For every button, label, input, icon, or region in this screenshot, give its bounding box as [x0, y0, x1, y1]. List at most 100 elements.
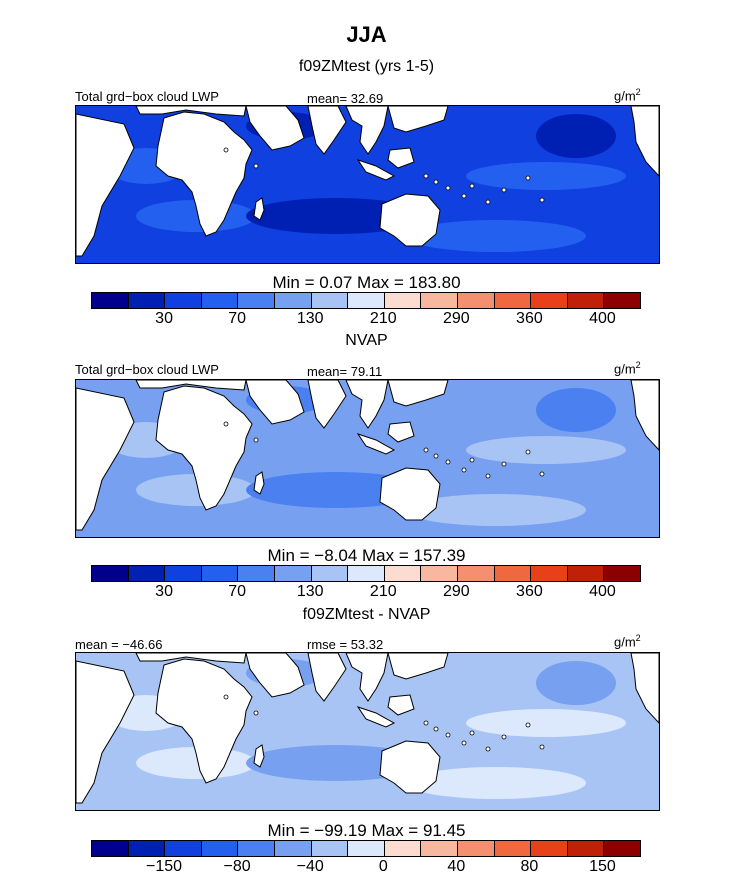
island-outline [525, 449, 531, 455]
continent-outline [387, 147, 415, 169]
island-outline [253, 710, 259, 716]
colorbar-swatch [604, 841, 640, 856]
field-contour-patch [536, 661, 616, 705]
field-contour-patch [466, 709, 626, 737]
colorbar-swatch [128, 566, 166, 581]
colorbar-swatch [348, 566, 385, 581]
colorbar-swatch [238, 566, 275, 581]
field-contour-patch [536, 114, 616, 158]
field-contour-patch [406, 220, 586, 252]
island-outline [253, 163, 259, 169]
panel-3-min-max: Min = −99.19 Max = 91.45 [267, 821, 466, 840]
island-outline [461, 467, 467, 473]
colorbar-tick-label: 70 [228, 583, 247, 600]
field-contour-patch [466, 162, 626, 190]
continent-outline [155, 658, 253, 784]
island-outline [461, 193, 467, 199]
continent-outline [630, 106, 659, 177]
island-outline [539, 744, 545, 750]
panel-3-colorbar-ticks: −150 −80 −40 0 40 80 150 [91, 858, 639, 878]
island-outline [445, 185, 451, 191]
continent-outline [356, 159, 396, 181]
colorbar-swatch [494, 293, 532, 308]
island-outline [445, 732, 451, 738]
continent-outline [135, 380, 247, 391]
colorbar-tick-label: −40 [296, 858, 324, 875]
panel-1-map [75, 105, 660, 264]
panel-2-mean-label: mean= 79.11 [307, 364, 383, 379]
island-outline [525, 175, 531, 181]
continent-outline [307, 653, 347, 702]
colorbar-swatch [384, 566, 422, 581]
island-outline [539, 471, 545, 477]
panel-2-variable-label: Total grd−box cloud LWP [75, 362, 219, 377]
field-contour-patch [406, 767, 586, 799]
colorbar-tick-label: −150 [146, 858, 183, 875]
island-outline [485, 746, 491, 752]
colorbar-swatch [311, 566, 349, 581]
panel-3-colorbar [91, 840, 641, 857]
island-outline [461, 740, 467, 746]
continent-outline [387, 380, 449, 407]
continent-outline [356, 706, 396, 728]
island-outline [539, 197, 545, 203]
panel-1-colorbar [91, 292, 641, 309]
continent-outline [387, 653, 449, 680]
island-outline [501, 187, 507, 193]
panel-2-colorbar-ticks: 30 70 130 210 290 360 400 [91, 583, 639, 603]
island-outline [501, 461, 507, 467]
panel-3-rmse-label: rmse = 53.32 [307, 637, 384, 652]
continent-outline [387, 421, 415, 443]
continent-outline [76, 660, 135, 804]
colorbar-tick-label: −80 [223, 858, 251, 875]
colorbar-swatch [311, 293, 349, 308]
colorbar-swatch [421, 293, 458, 308]
colorbar-tick-label: 290 [442, 583, 470, 600]
continent-outline [245, 106, 305, 151]
colorbar-swatch [567, 566, 605, 581]
island-outline [423, 720, 429, 726]
colorbar-swatch [128, 841, 166, 856]
island-outline [501, 734, 507, 740]
continent-outline [155, 111, 253, 237]
colorbar-swatch [165, 566, 202, 581]
colorbar-swatch [604, 293, 640, 308]
colorbar-swatch [421, 841, 458, 856]
continent-outline [253, 744, 265, 768]
continent-outline [135, 106, 247, 117]
island-outline [469, 183, 475, 189]
panel-2-colorbar [91, 565, 641, 582]
colorbar-swatch [92, 293, 129, 308]
field-contour-patch [536, 388, 616, 432]
colorbar-swatch [274, 293, 312, 308]
colorbar-swatch [201, 566, 239, 581]
colorbar-swatch [384, 841, 422, 856]
island-outline [469, 730, 475, 736]
continent-outline [155, 385, 253, 511]
colorbar-swatch [201, 841, 239, 856]
colorbar-tick-label: 130 [296, 583, 324, 600]
panel-1-mean-label: mean= 32.69 [307, 91, 384, 106]
island-outline [223, 694, 229, 700]
continent-outline [245, 380, 305, 425]
continent-outline [76, 113, 135, 257]
colorbar-swatch [457, 566, 495, 581]
main-title: JJA [346, 22, 387, 47]
continent-outline [76, 387, 135, 531]
colorbar-swatch [604, 566, 640, 581]
island-outline [223, 147, 229, 153]
colorbar-swatch [348, 293, 385, 308]
colorbar-swatch [421, 566, 458, 581]
continent-outline [345, 380, 389, 429]
panel-2-title: NVAP [345, 332, 388, 349]
continent-outline [379, 467, 441, 521]
panel-3-units: g/m2 [614, 633, 641, 650]
panel-1-min-max: Min = 0.07 Max = 183.80 [272, 273, 461, 292]
field-contour-patch [466, 436, 626, 464]
panel-2-min-max: Min = −8.04 Max = 157.39 [267, 546, 466, 565]
panel-1-title: f09ZMtest (yrs 1-5) [298, 58, 435, 75]
colorbar-swatch [531, 841, 568, 856]
colorbar-tick-label: 30 [155, 583, 173, 600]
colorbar-tick-label: 360 [516, 310, 543, 327]
island-outline [223, 421, 229, 427]
